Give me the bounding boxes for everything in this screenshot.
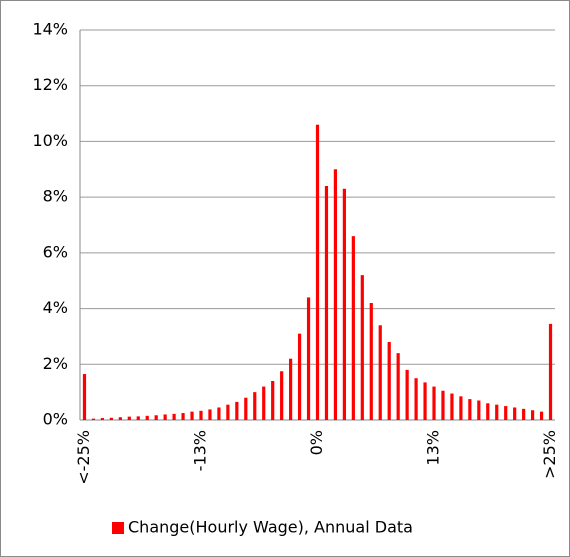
bar [91,418,96,420]
legend-swatch [112,522,124,534]
bar [145,415,149,420]
bar [468,399,472,420]
bar [190,411,194,420]
bar [154,415,158,420]
bar [378,325,382,420]
bar [271,381,275,420]
bar [522,408,526,420]
bar [441,390,445,420]
bar [217,407,221,420]
bar [244,397,248,420]
bar [432,386,436,420]
bar [289,358,293,420]
x-tick-label: <-25% [74,430,93,485]
bar [136,416,140,420]
y-tick-label: 2% [43,354,68,373]
bar [342,188,346,420]
x-tick-label: 0% [307,430,326,455]
bar [504,406,508,420]
bar [315,124,320,420]
bar [109,417,113,420]
bar [324,186,329,420]
bar [127,416,131,420]
bar [369,303,373,420]
bar [450,393,454,420]
bar [351,236,355,420]
bar [459,396,463,420]
x-tick-label: >25% [540,430,559,479]
bar [306,297,311,420]
bar [396,353,400,420]
bar [333,169,338,420]
bar [181,413,185,420]
y-tick-label: 0% [43,410,68,429]
bar [423,382,427,420]
y-tick-label: 6% [43,242,68,261]
bar [530,410,535,420]
bar [208,409,212,420]
bar [477,400,481,420]
y-tick-label: 10% [32,131,68,150]
bar [82,374,87,420]
bar [414,378,418,420]
x-tick-label: 13% [424,430,443,466]
y-tick-label: 12% [32,75,68,94]
legend-label: Change(Hourly Wage), Annual Data [128,518,413,537]
x-tick-label: -13% [190,430,209,471]
bar [172,413,176,420]
bar [118,417,122,420]
bar [262,386,266,420]
bar [539,411,544,420]
bar [495,404,499,420]
bar [360,275,364,420]
bar [253,392,257,420]
y-tick-label: 14% [32,20,68,39]
bar [548,323,553,420]
bar [486,403,490,420]
bar [387,342,391,420]
bar [405,369,409,420]
bar [280,371,284,420]
bar [235,401,239,420]
bar [163,414,167,420]
bar [226,404,230,420]
y-tick-label: 8% [43,187,68,206]
bar [199,410,203,420]
bar [100,418,105,420]
y-tick-label: 4% [43,298,68,317]
bar [297,333,302,420]
bar [513,407,517,420]
